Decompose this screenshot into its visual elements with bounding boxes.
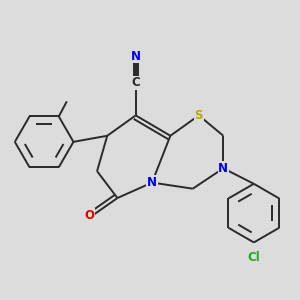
Text: C: C: [131, 76, 140, 89]
Text: N: N: [218, 162, 228, 175]
Text: O: O: [84, 208, 94, 222]
Text: N: N: [131, 50, 141, 63]
Text: Cl: Cl: [248, 251, 260, 264]
Text: N: N: [147, 176, 157, 189]
Text: S: S: [195, 109, 203, 122]
